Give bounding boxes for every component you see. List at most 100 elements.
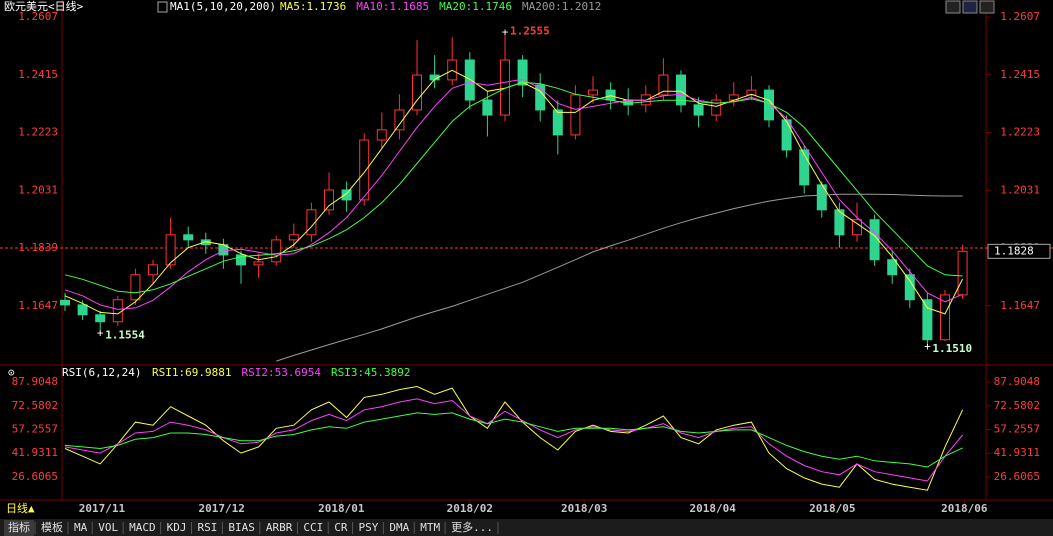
tab[interactable]: KDJ: [163, 520, 192, 536]
tab[interactable]: VOL: [94, 520, 124, 536]
candle-body: [236, 254, 246, 266]
tab[interactable]: RSI: [194, 520, 223, 536]
indicator-name: RSI(6,12,24): [62, 366, 141, 379]
tab[interactable]: ARBR: [262, 520, 298, 536]
y-tick-label: 41.9311: [12, 446, 58, 459]
candle-body: [112, 299, 123, 323]
y-tick-label: 26.6065: [12, 470, 58, 483]
tab[interactable]: PSY: [355, 520, 384, 536]
tab-label[interactable]: RSI: [198, 521, 218, 534]
marker-label: 1.1510: [932, 342, 972, 355]
tab[interactable]: BIAS: [224, 520, 261, 536]
y-tick-label: 1.2031: [1000, 183, 1040, 196]
y-tick-label: 1.2415: [1000, 68, 1040, 81]
button[interactable]: [979, 0, 995, 14]
tab[interactable]: MA: [70, 520, 93, 536]
legend-entry: RSI3:45.3892: [331, 366, 410, 379]
x-tick-label: 2018/05: [809, 502, 855, 515]
series-line: [64, 81, 963, 294]
tab-label[interactable]: BIAS: [228, 521, 255, 534]
candle-body: [341, 189, 352, 201]
candle-body: [394, 109, 405, 131]
legend-entry: MA10:1.1685: [356, 0, 429, 13]
y-tick-label: 1.2223: [1000, 126, 1040, 139]
legend-entry: MA20:1.1746: [439, 0, 512, 13]
tab-label[interactable]: MA: [74, 521, 88, 534]
candle-body: [552, 109, 563, 136]
legend-entry: MA200:1.2012: [522, 0, 601, 13]
tab-label[interactable]: MTM: [420, 521, 440, 534]
panel-icon[interactable]: ⊙: [8, 366, 15, 379]
candle-body: [288, 234, 299, 241]
indicator-name: MA1(5,10,20,200): [170, 0, 276, 13]
y-tick-label: 87.9048: [994, 375, 1040, 388]
chart-title: 欧元美元<日线>: [4, 0, 84, 13]
y-tick-label: 72.5802: [12, 399, 58, 412]
period-selector[interactable]: 日线▲: [6, 501, 35, 515]
tab-label[interactable]: ARBR: [266, 521, 293, 534]
indicator-icon[interactable]: [157, 1, 168, 13]
tab-label[interactable]: 模板: [41, 520, 63, 534]
x-tick-label: 2018/02: [447, 502, 493, 515]
candle-body: [904, 274, 915, 301]
tab-label[interactable]: CCI: [303, 521, 323, 534]
y-tick-label: 57.2557: [994, 422, 1040, 435]
y-tick-label: 57.2557: [12, 422, 58, 435]
marker-label: 1.1554: [105, 329, 145, 342]
series-line: [276, 193, 963, 362]
marker-cross: +: [502, 26, 509, 39]
candle-body: [148, 264, 158, 276]
tab[interactable]: MACD: [125, 520, 162, 536]
candle-body: [464, 59, 475, 101]
y-tick-label: 1.1647: [18, 299, 58, 312]
tab[interactable]: 模板: [37, 520, 69, 536]
series-line: [64, 78, 963, 310]
tab[interactable]: 指标: [4, 520, 36, 536]
tab-label[interactable]: PSY: [359, 521, 379, 534]
candle-body: [693, 104, 704, 116]
candle-body: [922, 299, 933, 341]
button[interactable]: [945, 0, 961, 14]
tab-bar: [0, 519, 1053, 536]
candle-body: [324, 189, 334, 211]
tab[interactable]: CCI: [299, 520, 329, 536]
candle-body: [95, 314, 106, 323]
tab-label[interactable]: MACD: [129, 521, 156, 534]
y-tick-label: 1.2607: [1000, 10, 1040, 23]
marker-label: 1.2555: [510, 25, 550, 38]
candle-body: [588, 89, 598, 96]
candle-body: [605, 89, 616, 101]
tab[interactable]: MTM: [416, 520, 446, 536]
tab-background[interactable]: [4, 520, 34, 536]
x-tick-label: 2018/06: [941, 502, 988, 515]
tab-label[interactable]: 更多...: [451, 520, 493, 534]
window-buttons: [945, 0, 995, 14]
button[interactable]: [962, 0, 978, 14]
candle-body: [306, 209, 317, 236]
tab-label[interactable]: CR: [334, 521, 348, 534]
legend-entry: RSI2:53.6954: [241, 366, 321, 379]
series-line: [64, 412, 963, 468]
tab[interactable]: CR: [330, 520, 353, 536]
candle-body: [676, 74, 686, 106]
last-price-box: [987, 243, 1051, 259]
candle-body: [535, 84, 546, 111]
tab[interactable]: DMA: [385, 520, 415, 536]
candle-body: [359, 139, 370, 201]
tab-label[interactable]: KDJ: [167, 521, 187, 534]
tab-label[interactable]: DMA: [389, 521, 409, 534]
tab[interactable]: 更多...: [447, 520, 499, 536]
y-tick-label: 1.1647: [1000, 299, 1040, 312]
candle-body: [77, 304, 88, 316]
candle-body: [412, 74, 422, 111]
tab-label[interactable]: 指标: [8, 520, 30, 534]
candle-body: [570, 94, 581, 136]
x-tick-label: 2018/01: [318, 502, 365, 515]
candle-body: [130, 274, 141, 301]
candle-body: [957, 250, 968, 296]
y-tick-label: 26.6065: [994, 470, 1040, 483]
candle-body: [781, 119, 792, 151]
y-tick-label: 87.9048: [12, 375, 58, 388]
tab-label[interactable]: VOL: [98, 521, 118, 534]
x-tick-label: 2017/12: [198, 502, 244, 515]
